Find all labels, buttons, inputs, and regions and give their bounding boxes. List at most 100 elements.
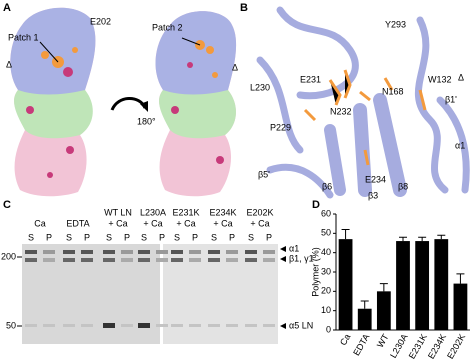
fraction-label: P	[192, 232, 198, 242]
side-chains	[303, 69, 427, 166]
band	[103, 250, 115, 254]
x-tick-label: EDTA	[351, 332, 371, 357]
band	[226, 250, 238, 254]
band	[156, 258, 168, 262]
residue-label: β5'	[258, 169, 270, 179]
y-tick-label: 10	[321, 305, 331, 315]
band	[171, 324, 183, 327]
residue-label: Y293	[385, 19, 406, 29]
band-label: β1, γ1	[289, 253, 314, 263]
band	[263, 258, 275, 262]
band	[81, 258, 93, 262]
band	[25, 250, 37, 254]
marker-label: 200	[1, 251, 16, 261]
fraction-label: P	[229, 232, 235, 242]
band	[245, 258, 257, 262]
x-tick-label: E202K	[445, 332, 467, 360]
lane-header: + Ca	[143, 218, 162, 228]
band	[226, 324, 238, 327]
arrow	[280, 323, 286, 329]
band	[263, 250, 275, 254]
band	[208, 258, 220, 262]
error-bar	[379, 283, 388, 292]
band	[63, 258, 75, 262]
residue-label: N232	[330, 106, 352, 116]
band	[171, 258, 183, 262]
cartoon	[256, 6, 470, 199]
error-bar	[360, 300, 369, 309]
arrow	[280, 256, 286, 262]
band	[121, 324, 133, 327]
panel-letter: C	[3, 199, 11, 211]
y-tick-label: 60	[321, 208, 331, 218]
residue-label: α1	[455, 140, 465, 150]
fraction-label: S	[248, 232, 254, 242]
residue-label: W132	[428, 74, 452, 84]
y-tick-label: 50	[321, 228, 331, 238]
panel-letter: D	[312, 199, 320, 211]
band-label: α1	[289, 243, 299, 253]
residue-label: β3	[368, 190, 378, 200]
lane-header: + Ca	[250, 218, 269, 228]
band	[156, 250, 168, 254]
error-bar	[341, 228, 350, 240]
fraction-label: S	[66, 232, 72, 242]
lane-header: E202K	[246, 207, 273, 217]
band	[208, 250, 220, 254]
band	[81, 250, 93, 254]
residue-label: P229	[270, 122, 291, 132]
fraction-label: P	[46, 232, 52, 242]
lane-header: E234K	[209, 207, 236, 217]
band	[189, 258, 201, 262]
x-tick-label: Ca	[338, 332, 352, 347]
band	[189, 250, 201, 254]
y-tick-label: 20	[321, 286, 331, 296]
band	[208, 324, 220, 327]
band	[25, 258, 37, 262]
band	[43, 258, 55, 262]
bar	[434, 239, 449, 330]
x-tick-label: WT	[375, 332, 391, 350]
error-bar	[418, 236, 427, 242]
residue-label: β8	[398, 181, 408, 191]
band	[43, 250, 55, 254]
fraction-label: S	[141, 232, 147, 242]
bar	[453, 283, 468, 330]
fraction-label: S	[174, 232, 180, 242]
residue-label: β1'	[445, 94, 457, 104]
label: Δ	[6, 59, 12, 69]
fraction-label: P	[159, 232, 165, 242]
lane-header: Ca	[34, 218, 46, 228]
y-tick-label: 0	[326, 324, 331, 334]
panel-letter: A	[3, 2, 11, 14]
bar	[357, 308, 372, 330]
band	[245, 324, 257, 327]
band	[103, 258, 115, 262]
surface-left	[10, 7, 96, 197]
band	[63, 324, 75, 327]
lane-header: + Ca	[176, 218, 195, 228]
fraction-label: S	[28, 232, 34, 242]
band	[156, 324, 168, 327]
band	[63, 250, 75, 254]
y-tick-label: 40	[321, 247, 331, 257]
lane-header: + Ca	[213, 218, 232, 228]
lane-header: WT LN	[104, 207, 132, 217]
pointer	[181, 37, 201, 46]
residue-label: β6	[322, 181, 332, 191]
residue-label: Δ	[458, 72, 464, 82]
lane-header: L230A	[140, 207, 166, 217]
bar	[415, 241, 430, 330]
band	[189, 324, 201, 327]
label: Δ	[232, 62, 238, 72]
fraction-label: S	[106, 232, 112, 242]
rotation-arrow	[110, 97, 147, 111]
fraction-label: P	[266, 232, 272, 242]
band	[263, 324, 275, 327]
band	[245, 250, 257, 254]
band	[43, 324, 55, 327]
panel-letter: B	[240, 2, 248, 14]
residue-label: N168	[382, 86, 404, 96]
fraction-label: P	[124, 232, 130, 242]
arrow-head	[140, 101, 148, 112]
